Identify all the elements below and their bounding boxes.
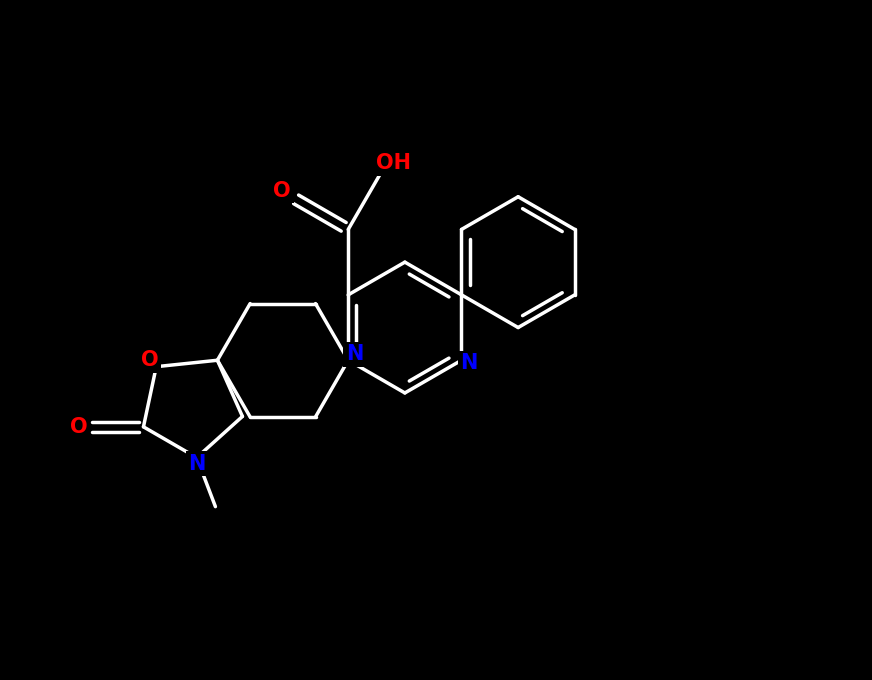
Text: O: O [70, 417, 87, 437]
Text: N: N [188, 454, 206, 474]
Text: O: O [141, 350, 159, 371]
Text: OH: OH [376, 154, 411, 173]
Text: N: N [346, 344, 363, 364]
Text: O: O [274, 180, 291, 201]
Text: N: N [460, 354, 478, 373]
